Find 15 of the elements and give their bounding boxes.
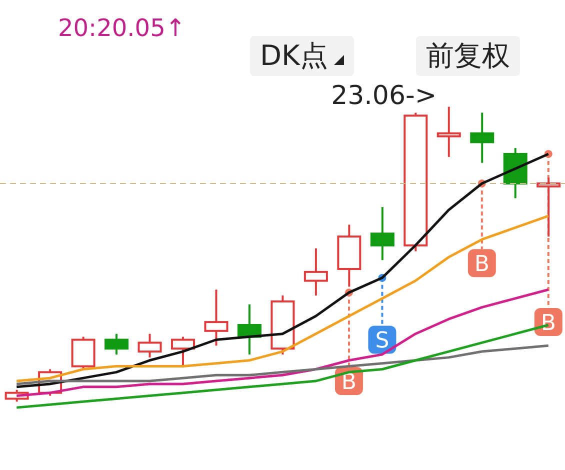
chart-title: 20:20.05↑ [58, 14, 186, 42]
text: DK点 [250, 36, 354, 76]
annotation: 23.06-> [331, 80, 437, 111]
candlestick [436, 106, 461, 158]
text: 前复权 [416, 36, 520, 76]
annotation: B [474, 252, 490, 278]
candlestick [171, 336, 195, 368]
candlestick [138, 332, 162, 358]
candlestick [204, 288, 228, 347]
candlestick [304, 247, 328, 297]
annotation: S [375, 328, 390, 354]
candlestick [370, 206, 394, 262]
candlestick [470, 112, 494, 164]
candlestick [104, 332, 129, 356]
annotation: B [540, 311, 556, 336]
